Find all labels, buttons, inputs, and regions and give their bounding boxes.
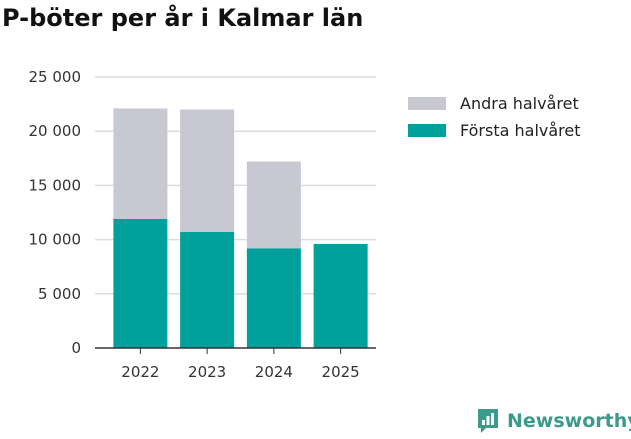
legend-swatch-andra	[408, 97, 446, 110]
y-tick-label-10000: 10 000	[29, 231, 82, 249]
y-tick-label-15000: 15 000	[29, 176, 82, 194]
y-tick-label-20000: 20 000	[29, 122, 82, 140]
brand-name: Newsworthy	[507, 410, 631, 432]
x-axis: 2022 2023 2024 2025	[95, 347, 376, 381]
y-tick-label-25000: 25 000	[29, 68, 82, 86]
y-axis: 0 5 000 10 000 15 000 20 000 25 000	[29, 68, 82, 357]
bar-2024-andra	[246, 161, 301, 249]
x-tick-label-2022: 2022	[121, 363, 159, 381]
legend: Andra halvåret Första halvåret	[408, 90, 581, 144]
legend-item-andra[interactable]: Andra halvåret	[408, 90, 581, 117]
chart-title: P-böter per år i Kalmar län	[2, 4, 364, 32]
bar-2022-andra	[113, 108, 168, 220]
legend-label-andra: Andra halvåret	[460, 94, 579, 113]
legend-label-forsta: Första halvåret	[460, 121, 581, 140]
bar-2023-andra	[180, 109, 235, 233]
bar-2022-forsta	[113, 219, 168, 348]
x-tick-label-2023: 2023	[188, 363, 226, 381]
newsworthy-icon	[478, 409, 498, 433]
bar-2025-forsta	[313, 243, 368, 348]
newsworthy-logo: Newsworthy	[476, 408, 631, 434]
y-tick-label-0: 0	[71, 339, 81, 357]
legend-item-forsta[interactable]: Första halvåret	[408, 117, 581, 144]
bar-2023-forsta	[180, 232, 235, 348]
legend-swatch-forsta	[408, 124, 446, 137]
bar-2024-forsta	[246, 248, 301, 348]
y-tick-label-5000: 5 000	[38, 285, 81, 303]
bars	[113, 108, 368, 348]
x-tick-label-2025: 2025	[322, 363, 360, 381]
x-tick-label-2024: 2024	[255, 363, 293, 381]
